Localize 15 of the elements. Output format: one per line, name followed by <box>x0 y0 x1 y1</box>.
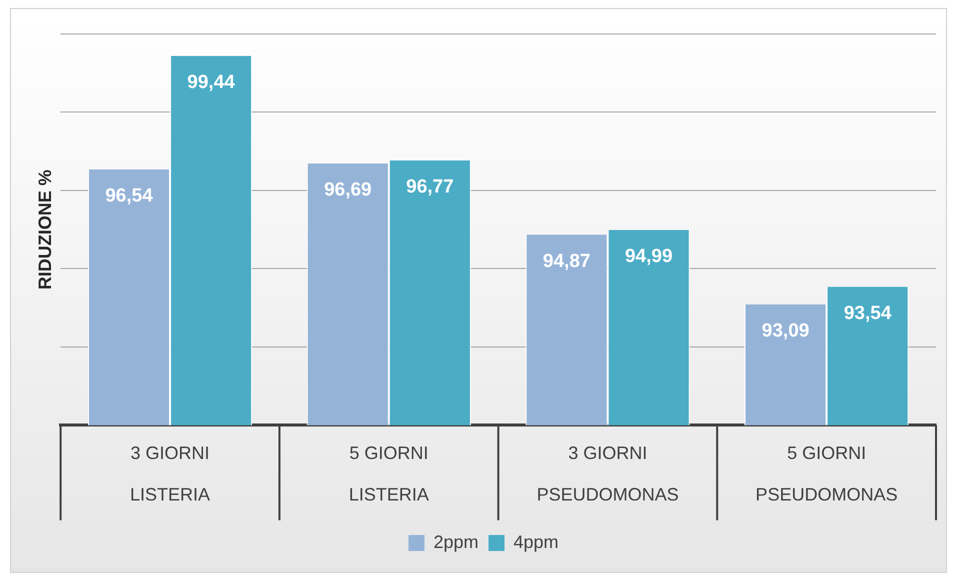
data-label: 94,87 <box>542 250 590 272</box>
y-axis-title: RIDUZIONE % <box>34 170 55 290</box>
data-label: 93,54 <box>844 302 892 324</box>
x-tick-label: 3 GIORNI LISTERIA <box>130 442 210 504</box>
data-label: 94,99 <box>624 246 673 268</box>
x-tick-label: 5 GIORNI LISTERIA <box>348 442 429 504</box>
data-label: 96,54 <box>105 186 154 207</box>
legend-label: 4ppm <box>514 532 559 552</box>
legend-label: 2ppm <box>433 532 479 552</box>
x-tick-label: 5 GIORNI PSEUDOMONAS <box>756 442 898 504</box>
data-label: 99,44 <box>187 72 236 94</box>
data-label: 96,77 <box>406 176 454 198</box>
data-label: 93,09 <box>762 320 810 342</box>
data-label: 96,69 <box>324 180 372 201</box>
x-tick-label: 3 GIORNI PSEUDOMONAS <box>536 442 679 504</box>
